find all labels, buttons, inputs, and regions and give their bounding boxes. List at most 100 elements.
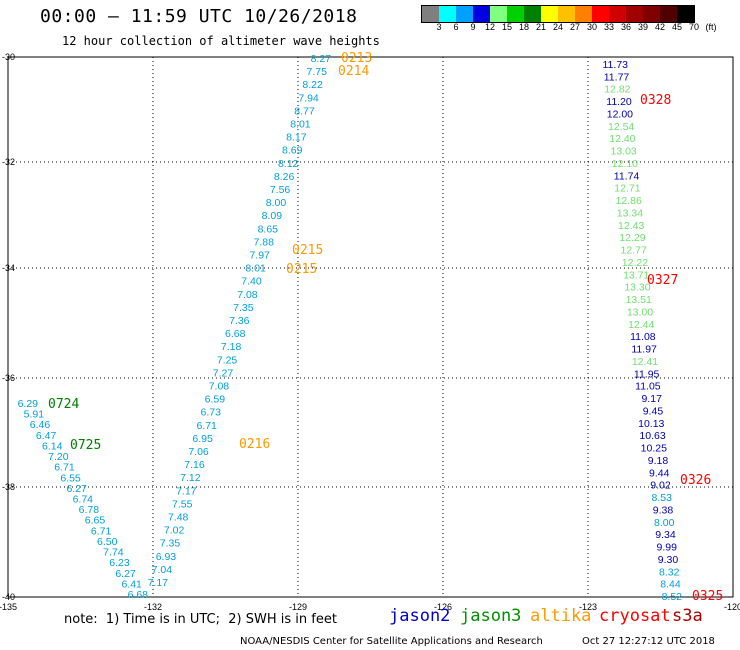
wave-height-value: 7.06	[188, 446, 209, 458]
color-swatch-8	[558, 6, 575, 22]
wave-height-value: 13.30	[624, 282, 650, 294]
wave-height-value: 10.63	[639, 430, 665, 442]
wave-height-value: 7.02	[164, 525, 185, 537]
wave-height-value: 12.71	[614, 183, 640, 195]
wave-height-value: 9.38	[653, 504, 674, 516]
pass-time-label: 0327	[647, 273, 678, 288]
color-legend-label: 39	[637, 22, 648, 32]
color-legend-label: 24	[552, 22, 563, 32]
latitude-tick-label: -38	[2, 482, 15, 492]
color-legend-labels: 3 6 9 12 15 18 21 24 27 30 33 36 39 42 45 70 (ft)	[421, 22, 740, 34]
wave-height-value: 8.00	[266, 197, 287, 209]
wave-height-value: 7.20	[48, 451, 69, 463]
wave-height-value: 12.10	[612, 158, 638, 170]
map-frame	[7, 56, 734, 598]
wave-height-value: 9.18	[648, 455, 669, 467]
wave-height-value: 12.82	[604, 84, 630, 96]
wave-height-value: 7.12	[180, 472, 201, 484]
color-swatch-15	[677, 6, 694, 22]
color-legend-label: 9	[470, 22, 476, 32]
wave-height-value: 11.05	[635, 381, 661, 393]
color-legend-label: 12	[484, 22, 495, 32]
wave-height-value: 7.35	[233, 302, 254, 314]
wave-height-value: 9.17	[641, 393, 662, 405]
wave-height-value: 7.97	[249, 250, 270, 262]
latitude-tick-label: -40	[2, 592, 15, 602]
longitude-tick-label: -135	[0, 602, 17, 612]
wave-height-value: 11.77	[604, 71, 630, 83]
color-legend-label: 3	[436, 22, 442, 32]
wave-height-value: 8.32	[659, 566, 680, 578]
pass-time-label: 0328	[640, 93, 671, 108]
wave-height-value: 11.95	[634, 368, 660, 380]
color-legend-label: 30	[586, 22, 597, 32]
wave-height-value: 9.30	[658, 554, 679, 566]
wave-height-value: 7.16	[184, 459, 205, 471]
legend-altika: altika	[530, 606, 592, 626]
map-subtitle: 12 hour collection of altimeter wave hei…	[62, 34, 380, 48]
color-swatch-11	[609, 6, 626, 22]
color-swatch-7	[541, 6, 558, 22]
wave-height-value: 8.65	[258, 223, 279, 235]
pass-time-label: 0215	[292, 243, 323, 258]
wave-height-value: 13.03	[611, 146, 637, 158]
wave-height-value: 10.13	[638, 418, 664, 430]
wave-height-value: 13.34	[617, 207, 643, 219]
pass-time-label: 0326	[680, 473, 711, 488]
pass-time-label: 0214	[338, 64, 369, 79]
color-swatch-12	[626, 6, 643, 22]
color-swatch-6	[524, 6, 541, 22]
wave-height-value: 11.73	[603, 59, 629, 71]
wave-height-value: 6.71	[54, 462, 75, 474]
wave-height-value: 13.71	[623, 269, 649, 281]
wave-height-value: 12.44	[628, 319, 654, 331]
wave-height-value: 7.55	[172, 498, 193, 510]
color-swatch-1	[439, 6, 456, 22]
longitude-tick-label: -126	[434, 602, 452, 612]
wave-height-value: 7.04	[152, 564, 173, 576]
wave-height-value: 6.78	[79, 504, 100, 516]
pass-time-label: 0215	[286, 262, 317, 277]
color-legend-label: 21	[535, 22, 546, 32]
longitude-tick-label: -123	[579, 602, 597, 612]
latitude-tick-label: -36	[2, 373, 15, 383]
wave-height-value: 6.68	[225, 328, 246, 340]
wave-height-value: 9.34	[655, 529, 676, 541]
color-legend-label: 42	[654, 22, 665, 32]
wave-height-value: 6.29	[18, 398, 39, 410]
latitude-tick-label: -34	[2, 263, 15, 273]
wave-height-value: 6.27	[115, 568, 136, 580]
color-legend-label: 45	[671, 22, 682, 32]
wave-height-value: 8.09	[262, 210, 283, 222]
pass-time-label: 0213	[341, 51, 372, 66]
wave-height-value: 8.27	[311, 53, 332, 65]
wave-height-value: 7.17	[148, 577, 169, 589]
wave-height-value: 6.27	[66, 483, 87, 495]
color-legend-label: 18	[518, 22, 529, 32]
pass-time-label: 0216	[239, 437, 270, 452]
color-legend-label: (ft)	[705, 22, 717, 32]
wave-height-value: 8.12	[278, 158, 299, 170]
wave-height-value: 11.08	[630, 331, 656, 343]
wave-height-value: 6.47	[36, 430, 57, 442]
wave-height-value: 12.54	[608, 121, 634, 133]
wave-height-value: 6.59	[205, 394, 226, 406]
wave-height-value: 13.00	[627, 306, 653, 318]
wave-height-value: 9.44	[649, 467, 670, 479]
wave-height-value: 9.45	[643, 405, 664, 417]
color-legend-label: 70	[688, 22, 699, 32]
wave-height-value: 8.01	[245, 263, 266, 275]
wave-height-value: 8.17	[286, 132, 307, 144]
wave-height-value: 7.17	[176, 485, 197, 497]
wave-height-value: 12.22	[622, 257, 648, 269]
wave-height-color-legend	[421, 5, 695, 23]
wave-height-value: 6.93	[156, 551, 177, 563]
wave-height-value: 7.48	[168, 512, 189, 524]
wave-height-value: 6.55	[60, 472, 81, 484]
wave-height-value: 7.56	[270, 184, 291, 196]
wave-height-value: 8.22	[302, 79, 323, 91]
color-swatch-14	[660, 6, 677, 22]
latitude-tick-label: -32	[2, 157, 15, 167]
wave-height-value: 7.40	[241, 276, 262, 288]
